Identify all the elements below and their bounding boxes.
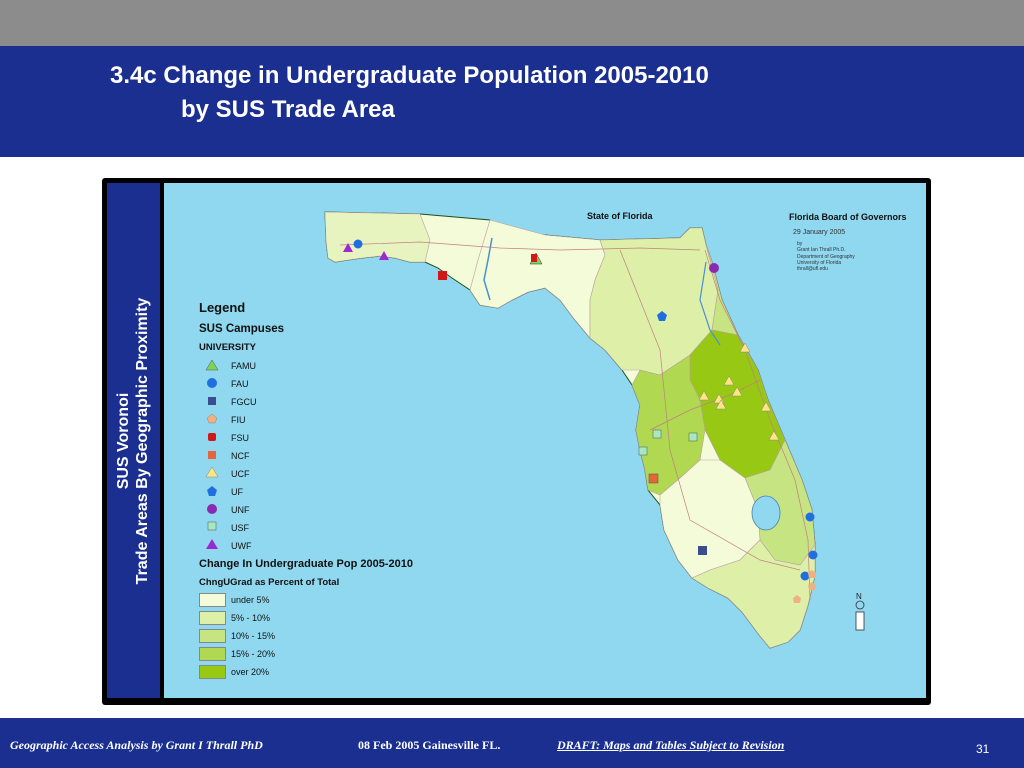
campus-fau-marker-3	[800, 571, 810, 581]
campus-fau-marker-west	[353, 239, 363, 249]
campus-ucf-marker-7	[760, 401, 772, 412]
legend-campus-fau: FAU	[231, 379, 249, 389]
campus-ucf-marker-3	[698, 390, 710, 401]
top-gray-bar	[0, 0, 1024, 46]
state-label: State of Florida	[587, 211, 653, 221]
map-author-block: by Grant Ian Thrall Ph.D. Department of …	[797, 241, 855, 272]
legend-change-subtitle: ChngUGrad as Percent of Total	[199, 577, 340, 588]
fsu-icon	[208, 433, 216, 441]
florida-map-svg	[324, 211, 865, 649]
fgcu-icon	[208, 397, 216, 405]
uwf-icon	[206, 539, 218, 549]
legend-campus-fgcu: FGCU	[231, 397, 257, 407]
legend-campus-uf: UF	[231, 487, 243, 497]
zone-panhandle-west	[324, 211, 431, 263]
slide-title-line1: 3.4c Change in Undergraduate Population …	[110, 62, 709, 89]
legend-campus-usf: USF	[231, 523, 249, 533]
legend-university-label: UNIVERSITY	[199, 342, 257, 353]
campus-usf-marker-2	[688, 432, 698, 442]
north-arrow-label: N	[856, 592, 862, 601]
lake-okeechobee	[751, 495, 781, 531]
famu-icon	[205, 359, 219, 371]
legend-swatch-under5	[199, 593, 226, 607]
ncf-icon	[208, 451, 216, 459]
map-date: 29 January 2005	[793, 229, 846, 236]
sidebar-caption-line1: SUS Voronoi	[115, 392, 132, 490]
slide-title-line2: by SUS Trade Area	[181, 96, 395, 123]
board-label: Florida Board of Governors	[789, 212, 907, 222]
fiu-icon	[206, 413, 218, 424]
campus-fau-marker-2	[808, 550, 818, 560]
author-line: Department of Geography	[797, 253, 855, 260]
legend-change-title: Change In Undergraduate Pop 2005-2010	[199, 558, 413, 570]
legend-campus-uwf: UWF	[231, 541, 252, 551]
author-line: University of Florida	[797, 259, 842, 266]
uf-icon	[207, 486, 217, 496]
campus-ucf-marker-8	[768, 430, 780, 441]
campus-fgcu-marker	[698, 546, 707, 555]
road-i4	[649, 379, 761, 431]
road-i95	[704, 249, 811, 601]
author-line: Grant Ian Thrall Ph.D.	[797, 247, 846, 254]
author-line: thrall@ufl.edu	[797, 266, 828, 273]
legend-campus-unf: UNF	[231, 505, 250, 515]
campus-usf-marker-1	[652, 429, 662, 439]
campus-ncf-marker	[648, 473, 659, 484]
river-apalachicola	[483, 237, 493, 301]
campus-uwf-marker-2	[379, 251, 389, 260]
road-i75	[619, 249, 801, 571]
footer-date-location: 08 Feb 2005 Gainesville FL.	[358, 738, 501, 752]
campus-ucf-marker-1	[739, 342, 751, 353]
campus-ucf-marker-5	[731, 386, 743, 397]
usf-icon	[207, 521, 217, 531]
legend-class-label: 15% - 20%	[231, 649, 276, 659]
campus-ucf-marker-6	[715, 399, 727, 410]
legend-campus-famu: FAMU	[231, 361, 257, 371]
campus-ucf-marker-2	[723, 375, 735, 386]
page-number: 31	[976, 742, 990, 756]
campus-fiu-marker-1	[808, 570, 816, 578]
legend-class-label: 5% - 10%	[231, 613, 271, 623]
river-st-johns	[699, 261, 721, 346]
author-line: by	[797, 241, 803, 247]
legend-campus-ucf: UCF	[231, 469, 250, 479]
zone-south	[691, 539, 816, 649]
legend-swatch-10-15	[199, 629, 226, 643]
legend-campus-ncf: NCF	[231, 451, 250, 461]
campus-fsu-marker	[438, 271, 447, 280]
legend-campus-fiu: FIU	[231, 415, 246, 425]
north-arrow-icon	[855, 600, 865, 631]
legend-title: Legend	[199, 300, 246, 315]
unf-icon	[207, 504, 217, 514]
campus-unf-marker	[709, 263, 719, 273]
road-i10	[339, 241, 701, 251]
fau-icon	[207, 378, 217, 388]
legend-campus-fsu: FSU	[231, 433, 249, 443]
legend-swatch-over20	[199, 665, 226, 679]
campus-fau-marker-1	[805, 512, 815, 522]
campus-uwf-marker	[343, 243, 353, 252]
legend-class-label: under 5%	[231, 595, 270, 605]
legend-symbols	[205, 359, 219, 549]
footer-author: Geographic Access Analysis by Grant I Th…	[10, 738, 263, 752]
legend-campuses-title: SUS Campuses	[199, 323, 285, 335]
campus-fiu-marker-2	[808, 582, 816, 590]
legend-class-label: over 20%	[231, 667, 270, 677]
legend-swatch-5-10	[199, 611, 226, 625]
slide-footer	[0, 718, 1024, 768]
footer-draft-link[interactable]: DRAFT: Maps and Tables Subject to Revisi…	[557, 738, 785, 752]
campus-fiu-marker-3	[793, 595, 801, 603]
slide-header	[0, 46, 1024, 157]
legend-swatch-15-20	[199, 647, 226, 661]
campus-fsu-tallahassee-marker	[531, 254, 537, 262]
ucf-icon	[205, 466, 219, 478]
map-canvas	[164, 183, 926, 698]
zone-panhandle-east	[469, 219, 606, 339]
sidebar-caption: SUS Voronoi Trade Areas By Geographic Pr…	[114, 298, 152, 585]
sidebar-caption-line2: Trade Areas By Geographic Proximity	[134, 297, 151, 585]
map-sidebar	[107, 183, 160, 698]
campus-usf-marker-3	[638, 446, 648, 456]
campus-uf-marker	[657, 311, 667, 321]
legend-class-label: 10% - 15%	[231, 631, 276, 641]
